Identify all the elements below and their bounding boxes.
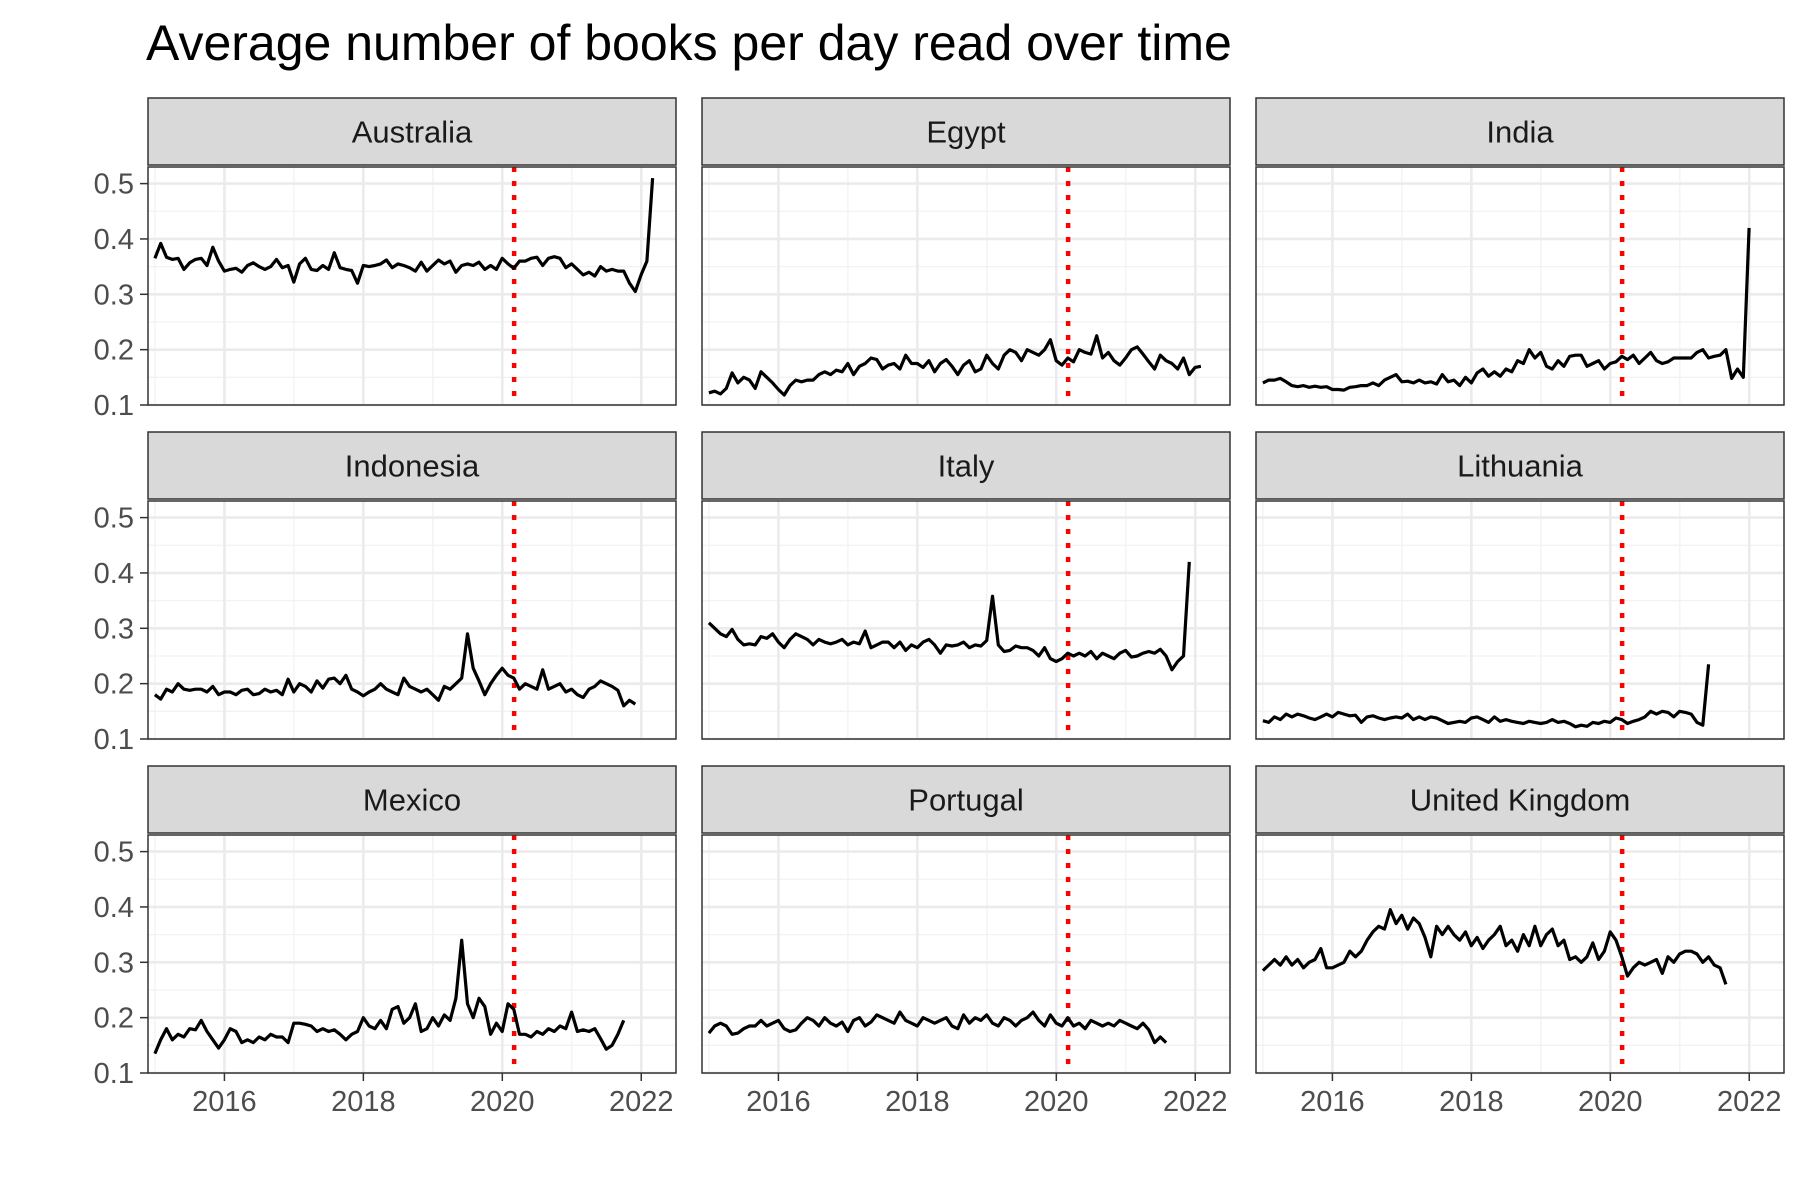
panel-border xyxy=(147,500,677,740)
facet-strip xyxy=(147,765,677,834)
panel-background xyxy=(148,167,676,405)
y-tick-label: 0.5 xyxy=(94,503,134,535)
y-tick-label: 0.2 xyxy=(94,1003,134,1035)
panel-background xyxy=(148,501,676,739)
facet-panel-lithuania: Lithuania xyxy=(1255,431,1785,741)
facet-panel-india: India xyxy=(1255,97,1785,407)
facet-strip-label: Mexico xyxy=(363,783,461,818)
data-line xyxy=(153,938,626,1055)
panel-border xyxy=(1255,500,1785,740)
facet-strip xyxy=(701,97,1231,166)
y-tick-label: 0.3 xyxy=(94,279,134,311)
x-tick-label: 2018 xyxy=(1439,1086,1504,1118)
y-tick-label: 0.1 xyxy=(94,724,134,756)
y-tick-label: 0.1 xyxy=(94,390,134,422)
facet-strip-label: United Kingdom xyxy=(1410,783,1631,818)
facet-strip xyxy=(1255,97,1785,166)
y-tick-label: 0.5 xyxy=(94,837,134,869)
x-tick-label: 2016 xyxy=(192,1086,257,1118)
facet-strip-label: Egypt xyxy=(926,115,1006,150)
y-tick-label: 0.3 xyxy=(94,947,134,979)
y-tick-label: 0.4 xyxy=(94,892,134,924)
data-line xyxy=(153,177,655,294)
facet-strip xyxy=(147,431,677,500)
facet-strip-label: Australia xyxy=(352,115,473,150)
x-tick-label: 2016 xyxy=(1300,1086,1365,1118)
panel-background xyxy=(702,835,1230,1073)
facet-strip xyxy=(1255,431,1785,500)
x-tick-label: 2020 xyxy=(1578,1086,1643,1118)
x-tick-label: 2022 xyxy=(1163,1086,1228,1118)
panel-border xyxy=(701,834,1231,1074)
chart-title: Average number of books per day read ove… xyxy=(146,15,1232,71)
facet-strip xyxy=(701,431,1231,500)
data-line xyxy=(1262,227,1751,392)
panel-background xyxy=(1256,167,1784,405)
panel-border xyxy=(1255,834,1785,1074)
data-line xyxy=(1261,908,1728,985)
y-tick-label: 0.4 xyxy=(94,224,134,256)
data-line xyxy=(153,632,637,708)
panel-border xyxy=(1255,166,1785,406)
x-tick-label: 2020 xyxy=(1024,1086,1089,1118)
facet-panel-indonesia: Indonesia 0.1 0.2 0.3 0.4 0.5 xyxy=(94,431,677,756)
facet-strip xyxy=(701,765,1231,834)
x-tick-label: 2018 xyxy=(331,1086,396,1118)
facet-strip-label: Indonesia xyxy=(345,449,480,484)
facet-strip-label: Italy xyxy=(938,449,995,484)
panel-background xyxy=(1256,835,1784,1073)
x-tick-label: 2018 xyxy=(885,1086,950,1118)
x-tick-label: 2022 xyxy=(1717,1086,1782,1118)
y-tick-label: 0.5 xyxy=(94,169,134,201)
panel-background xyxy=(702,501,1230,739)
panel-border xyxy=(147,834,677,1074)
data-line xyxy=(708,334,1202,397)
x-tick-label: 2020 xyxy=(470,1086,535,1118)
y-tick-label: 0.2 xyxy=(94,669,134,701)
facet-panel-portugal: Portugal 2016 2018 2020 2022 xyxy=(701,765,1231,1118)
panel-border xyxy=(147,166,677,406)
facet-strip xyxy=(147,97,677,166)
data-line xyxy=(1262,664,1711,729)
facet-strip-label: Lithuania xyxy=(1457,449,1584,484)
y-tick-label: 0.3 xyxy=(94,613,134,645)
facet-panel-egypt: Egypt xyxy=(701,97,1231,407)
x-tick-label: 2016 xyxy=(746,1086,811,1118)
facet-panel-united-kingdom: United Kingdom 2016 2018 2020 2022 xyxy=(1255,765,1785,1118)
facet-panel-australia: Australia 0.1 0.2 0.3 0.4 0.5 xyxy=(94,97,677,422)
facet-panel-italy: Italy xyxy=(701,431,1231,741)
panel-background xyxy=(702,167,1230,405)
y-tick-label: 0.1 xyxy=(94,1058,134,1090)
y-tick-label: 0.4 xyxy=(94,558,134,590)
panel-border xyxy=(701,500,1231,740)
facet-panel-mexico: Mexico 0.1 0.2 0.3 0.4 0.5 2016 2018 2020 2022 xyxy=(94,765,677,1118)
x-tick-label: 2022 xyxy=(609,1086,674,1118)
facet-strip xyxy=(1255,765,1785,834)
facet-strip-label: Portugal xyxy=(908,783,1023,818)
y-tick-label: 0.2 xyxy=(94,335,134,367)
panel-border xyxy=(701,166,1231,406)
facet-strip-label: India xyxy=(1486,115,1554,150)
data-line xyxy=(707,561,1191,672)
data-line xyxy=(707,1010,1168,1045)
panel-background xyxy=(1256,501,1784,739)
